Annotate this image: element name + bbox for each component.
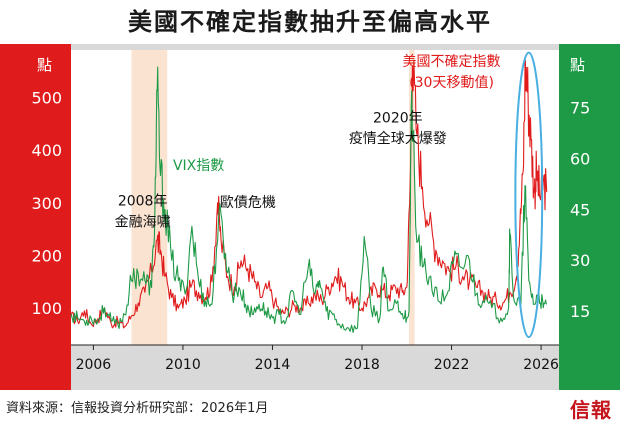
y-right-tick-label-3: 60 — [570, 150, 590, 169]
y-left-tick-label-4: 500 — [31, 88, 62, 107]
annotation-0: 2008年 — [118, 193, 168, 209]
annotation-6: 美國不確定指數 — [403, 54, 501, 70]
publisher-logo: 信報 — [570, 398, 612, 422]
y-right-tick-label-4: 75 — [570, 99, 590, 118]
source-note: 資料來源：信報投資分析研究部：2026年1月 — [6, 401, 269, 416]
page-title: 美國不確定指數抽升至偏高水平 — [128, 8, 492, 36]
y-left-tick-label-0: 100 — [31, 299, 62, 318]
x-tick-label-5: 2026 — [523, 357, 559, 373]
y-left-unit: 點 — [37, 56, 52, 74]
series-line-0 — [70, 59, 548, 329]
x-tick-label-1: 2010 — [165, 357, 201, 373]
uncertainty-index-series — [70, 59, 548, 329]
y-right-unit: 點 — [570, 56, 585, 74]
y-left-tick-label-2: 300 — [31, 194, 62, 213]
annotation-3: 歐債危機 — [220, 195, 276, 211]
annotation-2: VIX指數 — [173, 158, 224, 174]
shaded-period-0 — [131, 50, 168, 345]
left-axis-panel — [0, 44, 71, 390]
annotation-5: 疫情全球大爆發 — [349, 130, 447, 147]
y-right-tick-label-1: 30 — [570, 251, 590, 270]
shaded-period-1 — [409, 50, 415, 345]
series-line-1 — [70, 66, 548, 333]
x-tick-label-4: 2022 — [434, 357, 470, 373]
y-left-tick-label-1: 200 — [31, 246, 62, 265]
annotation-4: 2020年 — [373, 111, 423, 127]
highlight-ellipse — [514, 51, 544, 339]
right-axis-panel — [559, 44, 620, 390]
y-right-tick-label-2: 45 — [570, 200, 590, 219]
x-tick-label-2: 2014 — [255, 357, 291, 373]
vix-series — [70, 66, 548, 333]
x-tick-label-0: 2006 — [76, 357, 112, 373]
annotation-1: 金融海嘯 — [115, 214, 171, 230]
y-left-tick-label-3: 400 — [31, 141, 62, 160]
y-right-tick-label-0: 15 — [570, 302, 590, 321]
x-tick-label-3: 2018 — [344, 357, 380, 373]
annotation-7: (30天移動值) — [409, 75, 494, 91]
